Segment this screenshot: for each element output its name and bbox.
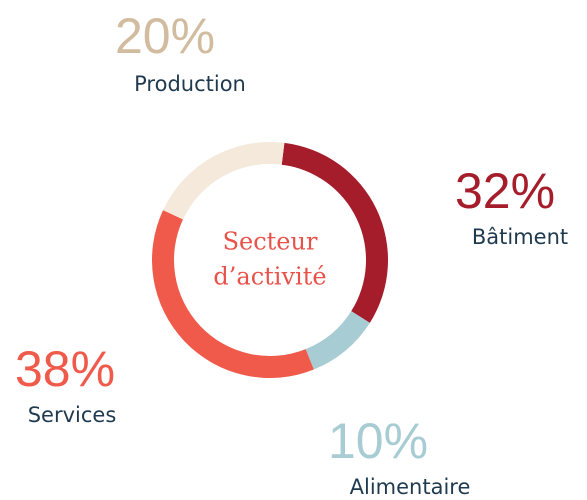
donut-segment bbox=[151, 210, 314, 379]
category-label: Bâtiment bbox=[472, 225, 568, 249]
center-title: d’activité bbox=[213, 263, 326, 291]
value-label: 38% bbox=[15, 341, 115, 397]
category-label: Production bbox=[134, 72, 246, 96]
center-title: Secteur bbox=[223, 228, 318, 256]
value-label: 32% bbox=[455, 163, 555, 219]
donut-segment bbox=[281, 142, 389, 323]
value-label: 10% bbox=[328, 413, 428, 469]
donut-segment bbox=[163, 141, 285, 220]
category-label: Services bbox=[28, 403, 117, 427]
value-label: 20% bbox=[115, 8, 215, 64]
donut-segment bbox=[305, 311, 370, 370]
category-label: Alimentaire bbox=[350, 475, 471, 499]
